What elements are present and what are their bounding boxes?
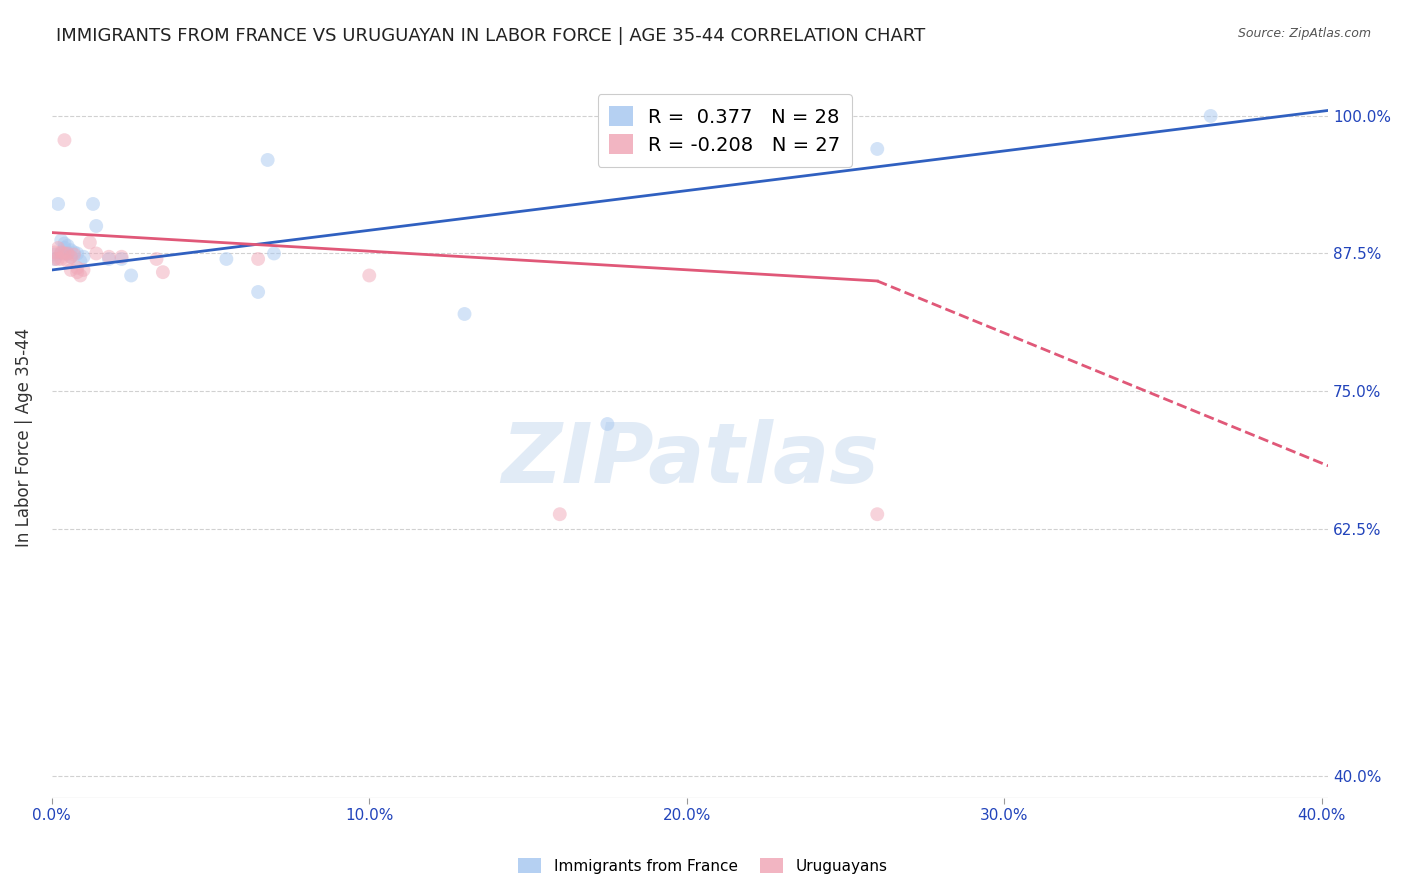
Point (69, 254, 91, 268)
Point (256, 153, 278, 167)
Point (66, 260, 89, 275)
Point (866, 142, 889, 156)
Point (44, 247, 66, 261)
Point (66, 246, 89, 260)
Point (596, 417, 619, 431)
Point (69, 268, 91, 283)
Point (44, 252, 66, 266)
Point (53, 246, 76, 260)
Point (46, 252, 69, 266)
Point (1199, 109, 1222, 123)
Point (63, 247, 86, 261)
Point (51, 245, 73, 260)
Text: Source: ZipAtlas.com: Source: ZipAtlas.com (1237, 27, 1371, 40)
Point (56, 246, 79, 260)
Point (56, 239, 79, 253)
Point (51, 252, 73, 266)
Point (215, 252, 238, 266)
Point (110, 250, 132, 264)
Point (63, 245, 86, 260)
Point (56, 254, 79, 268)
Point (247, 252, 270, 266)
Point (84, 219, 107, 233)
Point (46, 241, 69, 255)
Point (247, 285, 270, 299)
Point (866, 507, 889, 521)
Point (66, 265, 89, 279)
Point (53, 241, 76, 255)
Legend: R =  0.377   N = 28, R = -0.208   N = 27: R = 0.377 N = 28, R = -0.208 N = 27 (598, 95, 852, 167)
Point (453, 307, 475, 321)
Point (59, 243, 82, 257)
Point (59, 250, 82, 264)
Point (53, 236, 76, 251)
Point (53, 133, 76, 147)
Point (152, 265, 174, 279)
Point (97, 252, 120, 266)
Point (263, 246, 285, 260)
Point (110, 252, 132, 266)
Point (59, 250, 82, 264)
Text: IMMIGRANTS FROM FRANCE VS URUGUAYAN IN LABOR FORCE | AGE 35-44 CORRELATION CHART: IMMIGRANTS FROM FRANCE VS URUGUAYAN IN L… (56, 27, 925, 45)
Point (51, 233, 73, 247)
Text: ZIPatlas: ZIPatlas (501, 419, 879, 500)
Point (51, 246, 73, 260)
Point (120, 268, 142, 283)
Point (548, 507, 571, 521)
Point (44, 245, 66, 260)
Point (82, 197, 104, 211)
Point (72, 263, 94, 277)
Point (59, 263, 82, 277)
Point (97, 250, 120, 264)
Point (44, 252, 66, 266)
Point (46, 197, 69, 211)
Point (72, 250, 94, 264)
Point (145, 252, 167, 266)
Point (79, 235, 101, 250)
Point (56, 246, 79, 260)
Legend: Immigrants from France, Uruguayans: Immigrants from France, Uruguayans (512, 852, 894, 880)
Point (359, 268, 381, 283)
Y-axis label: In Labor Force | Age 35-44: In Labor Force | Age 35-44 (15, 328, 32, 548)
Point (84, 246, 107, 260)
